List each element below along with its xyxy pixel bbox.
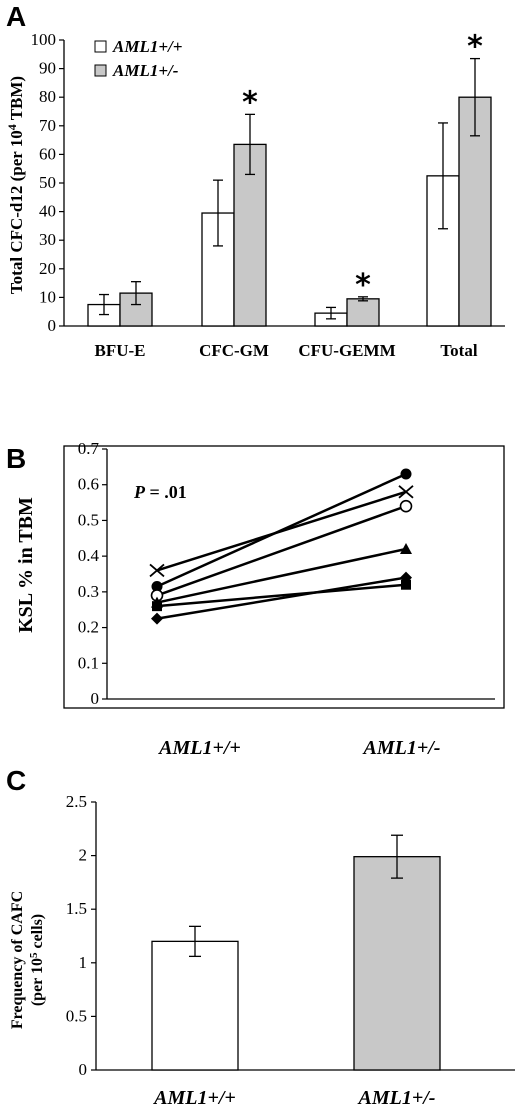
b-marker-filled-triangle-1: [400, 543, 412, 554]
panel-a-y-ticks: 0 10 20 30 40 50 60 70 80 90 100: [31, 30, 64, 335]
a-ytick-label-3: 30: [39, 230, 56, 249]
b-category-label-1: AML1+/-: [362, 737, 441, 759]
a-category-label-1: CFC-GM: [199, 341, 269, 360]
panel-c-y-ticks: 0 0.5 1 1.5 2 2.5: [66, 792, 96, 1079]
c-ytick-label-0: 0: [79, 1060, 88, 1079]
panel-a-bars: * * *: [87, 30, 492, 327]
panel-c-category-labels: AML1+/+ AML1+/-: [152, 1087, 435, 1109]
b-category-label-0: AML1+/+: [157, 737, 241, 759]
panel-a-label: A: [6, 1, 26, 32]
c-bar-1: [353, 856, 441, 1071]
a-category-label-2: CFU-GEMM: [298, 341, 395, 360]
a-ytick-label-2: 20: [39, 259, 56, 278]
a-ytick-label-10: 100: [31, 30, 57, 49]
a-ytick-label-5: 50: [39, 173, 56, 192]
panel-b-y-axis-label: KSL % in TBM: [15, 497, 37, 633]
panel-c-bars: [151, 834, 441, 1071]
c-ytick-label-2: 1: [79, 953, 88, 972]
b-series-line-5: [156, 583, 407, 608]
c-category-label-1: AML1+/-: [357, 1087, 436, 1109]
panel-b-series: [149, 468, 414, 625]
b-series-line-2: [156, 504, 407, 597]
b-marker-filled-square-1: [401, 579, 411, 590]
c-ytick-label-1: 0.5: [66, 1006, 87, 1025]
panel-c: C Frequency of CAFC (per 105 cells) 0 0.5…: [6, 765, 515, 1109]
c-ytick-label-5: 2.5: [66, 792, 87, 811]
panel-c-y-axis-label-line2: (per 105 cells): [28, 914, 46, 1006]
b-marker-filled-circle-1: [400, 468, 412, 480]
c-ytick-label-4: 2: [79, 846, 88, 865]
panel-b-p-annotation: P = .01: [133, 482, 187, 502]
b-marker-cross-1: [398, 485, 414, 499]
a-category-label-0: BFU-E: [95, 341, 146, 360]
b-ytick-label-4: 0.4: [78, 546, 100, 565]
panel-b-y-ticks: 0 0.1 0.2 0.3 0.4 0.5 0.6 0.7: [78, 439, 107, 708]
a-significance-3: *: [467, 30, 483, 65]
b-marker-filled-diamond-0: [151, 612, 163, 625]
b-series-line-3: [156, 547, 407, 604]
b-marker-cross-0: [149, 563, 165, 578]
legend-label-het: AML1+/-: [112, 61, 179, 80]
a-ytick-label-8: 80: [39, 87, 56, 106]
b-ytick-label-2: 0.2: [78, 618, 99, 637]
legend-label-wt: AML1+/+: [112, 37, 182, 56]
panel-c-label: C: [6, 765, 26, 796]
a-ytick-label-0: 0: [48, 316, 57, 335]
legend-swatch-het: [94, 64, 107, 77]
b-series-line-1: [156, 490, 407, 572]
a-category-label-3: Total: [440, 341, 477, 360]
a-significance-1: *: [242, 85, 258, 120]
panel-a-legend: AML1+/+ AML1+/-: [94, 37, 182, 80]
a-ytick-label-7: 70: [39, 116, 56, 135]
b-ytick-label-6: 0.6: [78, 475, 99, 494]
b-marker-open-circle-1: [399, 499, 413, 513]
b-ytick-label-7: 0.7: [78, 439, 100, 458]
c-category-label-0: AML1+/+: [152, 1087, 236, 1109]
b-ytick-label-0: 0: [91, 689, 100, 708]
c-ytick-label-3: 1.5: [66, 899, 87, 918]
panel-c-y-axis-label-line1: Frequency of CAFC: [9, 891, 26, 1029]
a-ytick-label-4: 40: [39, 202, 56, 221]
a-bar-CFU-GEMM-1: [346, 298, 380, 327]
a-significance-2: *: [355, 268, 371, 303]
a-ytick-label-1: 10: [39, 287, 56, 306]
panel-a-y-axis-label: Total CFC-d12 (per 104 TBM): [5, 76, 26, 294]
b-ytick-label-3: 0.3: [78, 582, 99, 601]
panel-a: A Total CFC-d12 (per 104 TBM) 0 10 20 30 40 5…: [5, 1, 505, 360]
panel-a-category-labels: BFU-E CFC-GM CFU-GEMM Total: [95, 341, 478, 360]
b-marker-filled-square-0: [152, 601, 162, 612]
a-ytick-label-9: 90: [39, 59, 56, 78]
panel-b: B KSL % in TBM 0 0.1 0.2 0.3 0.4 0.5 0.6 0.7 P …: [6, 439, 505, 759]
b-ytick-label-1: 0.1: [78, 653, 99, 672]
c-bar-0: [151, 940, 239, 1071]
b-series-line-4: [156, 576, 407, 620]
panel-b-label: B: [6, 443, 26, 474]
b-ytick-label-5: 0.5: [78, 510, 99, 529]
a-ytick-label-6: 60: [39, 144, 56, 163]
legend-swatch-wt: [94, 40, 107, 53]
panel-b-frame: [63, 445, 505, 709]
b-marker-filled-circle-0: [151, 581, 163, 592]
panel-b-category-labels: AML1+/+ AML1+/-: [157, 737, 440, 759]
